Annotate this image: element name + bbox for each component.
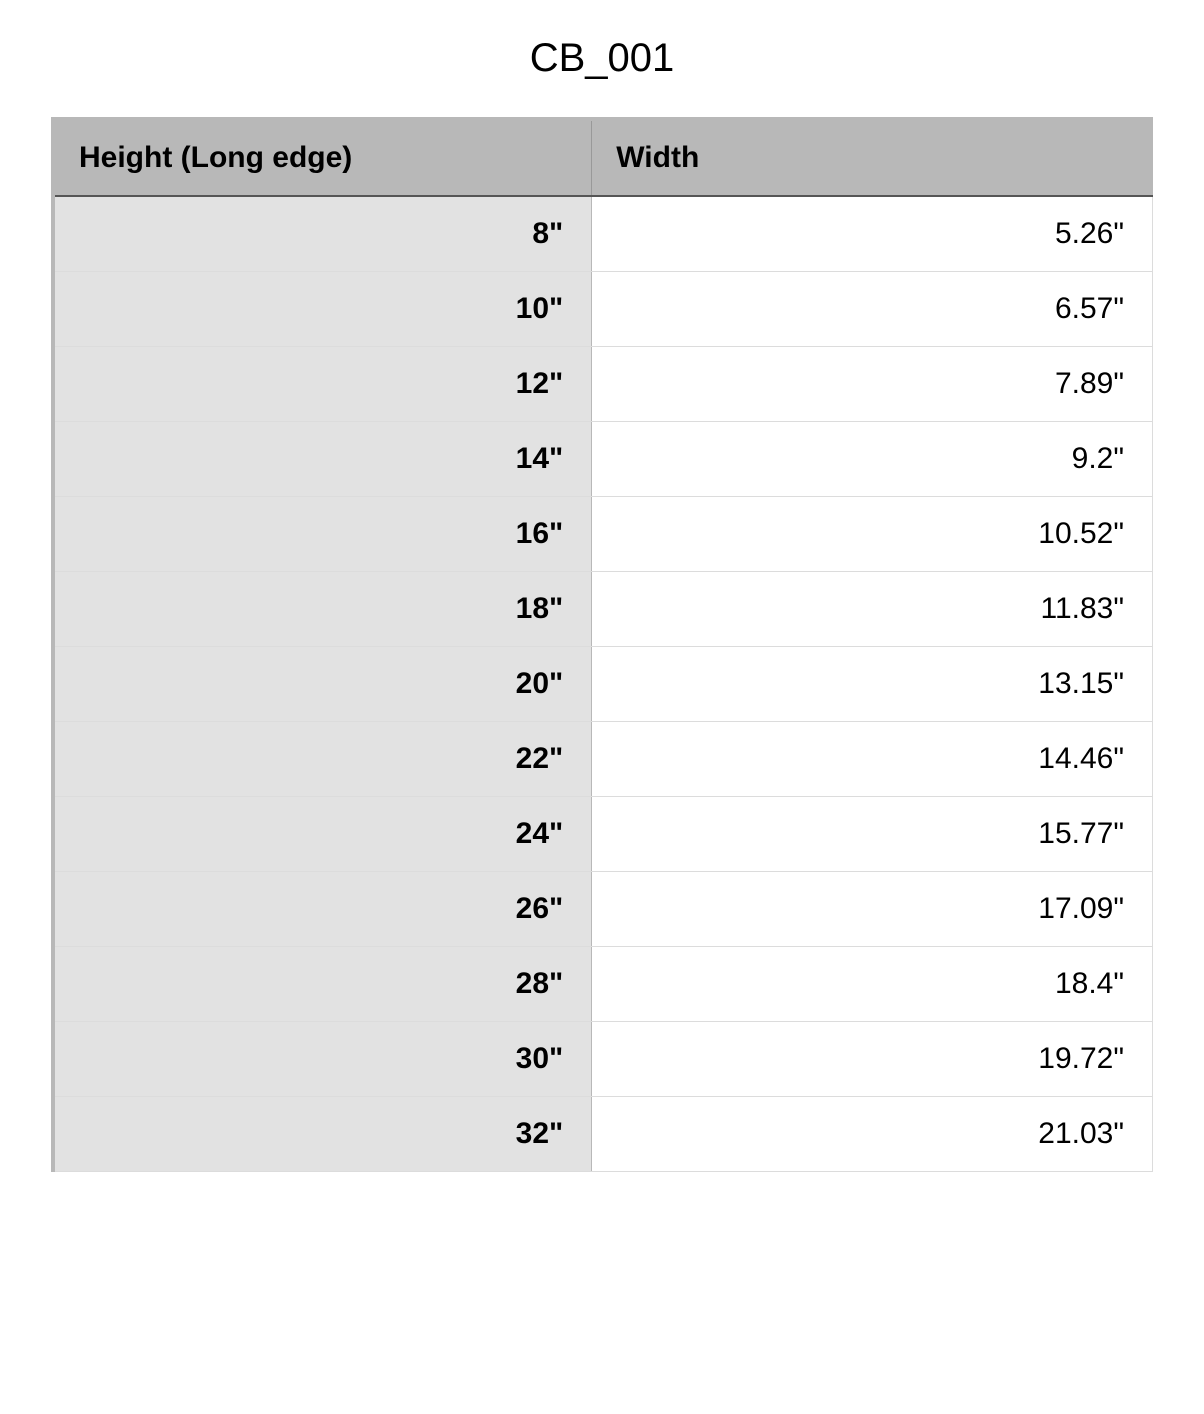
cell-height: 10"	[53, 272, 592, 347]
page-title: CB_001	[0, 36, 1204, 81]
table-row: 14" 9.2"	[53, 422, 1153, 497]
cell-width: 5.26"	[592, 196, 1153, 272]
table-row: 16" 10.52"	[53, 497, 1153, 572]
cell-width: 6.57"	[592, 272, 1153, 347]
table-row: 20" 13.15"	[53, 647, 1153, 722]
table-row: 28" 18.4"	[53, 947, 1153, 1022]
table-row: 22" 14.46"	[53, 722, 1153, 797]
cell-height: 28"	[53, 947, 592, 1022]
cell-height: 20"	[53, 647, 592, 722]
cell-height: 26"	[53, 872, 592, 947]
cell-height: 24"	[53, 797, 592, 872]
cell-width: 18.4"	[592, 947, 1153, 1022]
table-row: 18" 11.83"	[53, 572, 1153, 647]
cell-width: 13.15"	[592, 647, 1153, 722]
table-header-row: Height (Long edge) Width	[53, 119, 1153, 196]
cell-height: 14"	[53, 422, 592, 497]
dimensions-table-container: Height (Long edge) Width 8" 5.26" 10" 6.…	[51, 117, 1153, 1172]
table-row: 32" 21.03"	[53, 1097, 1153, 1172]
cell-width: 19.72"	[592, 1022, 1153, 1097]
cell-width: 15.77"	[592, 797, 1153, 872]
cell-height: 30"	[53, 1022, 592, 1097]
cell-width: 21.03"	[592, 1097, 1153, 1172]
dimensions-table: Height (Long edge) Width 8" 5.26" 10" 6.…	[51, 117, 1153, 1172]
col-header-height: Height (Long edge)	[53, 119, 592, 196]
cell-width: 7.89"	[592, 347, 1153, 422]
cell-height: 22"	[53, 722, 592, 797]
col-header-width: Width	[592, 119, 1153, 196]
table-row: 12" 7.89"	[53, 347, 1153, 422]
table-row: 30" 19.72"	[53, 1022, 1153, 1097]
cell-width: 10.52"	[592, 497, 1153, 572]
cell-width: 11.83"	[592, 572, 1153, 647]
cell-height: 8"	[53, 196, 592, 272]
cell-width: 9.2"	[592, 422, 1153, 497]
cell-height: 16"	[53, 497, 592, 572]
table-row: 8" 5.26"	[53, 196, 1153, 272]
cell-width: 14.46"	[592, 722, 1153, 797]
table-row: 24" 15.77"	[53, 797, 1153, 872]
cell-width: 17.09"	[592, 872, 1153, 947]
cell-height: 18"	[53, 572, 592, 647]
cell-height: 32"	[53, 1097, 592, 1172]
cell-height: 12"	[53, 347, 592, 422]
table-row: 10" 6.57"	[53, 272, 1153, 347]
table-row: 26" 17.09"	[53, 872, 1153, 947]
